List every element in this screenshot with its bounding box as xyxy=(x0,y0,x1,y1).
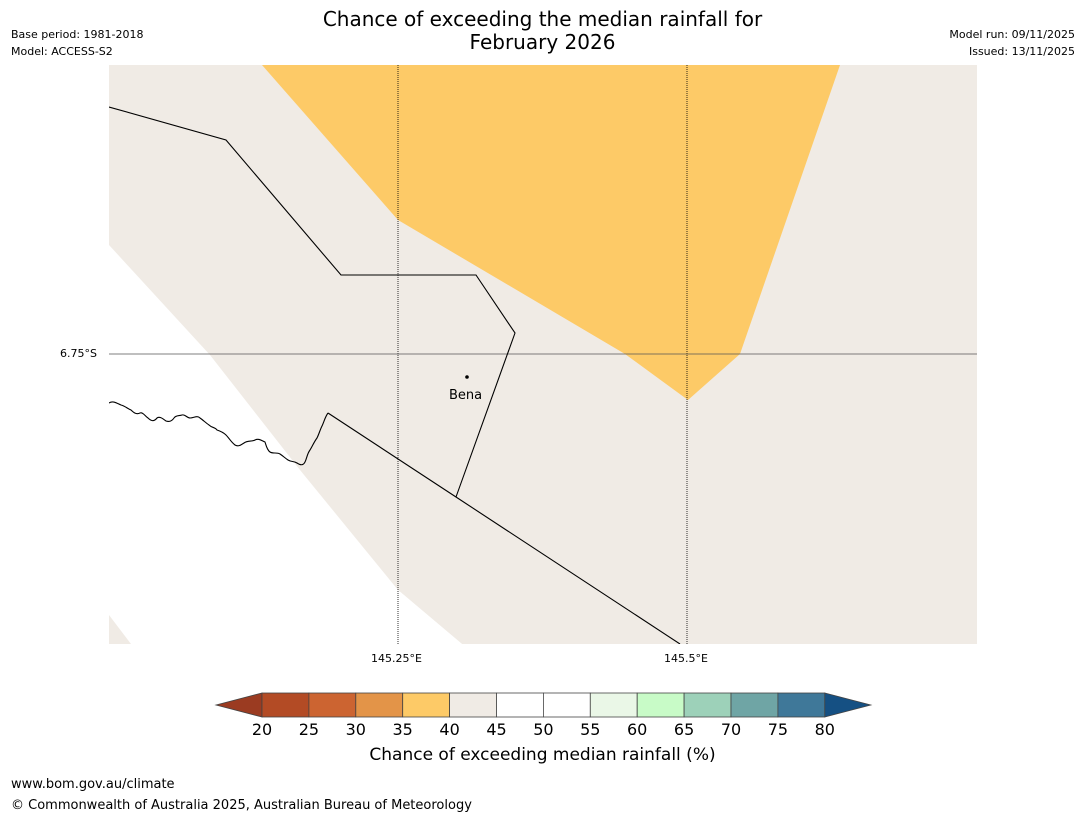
province-border-south xyxy=(327,412,681,644)
colorbar-tick-label: 30 xyxy=(345,720,366,739)
colorbar-tick-label: 20 xyxy=(251,720,273,739)
chart-title: Chance of exceeding the median rainfall … xyxy=(0,8,1085,54)
model-run: Model run: 09/11/2025 xyxy=(949,28,1075,41)
place-marker-bena xyxy=(465,375,469,379)
colorbar-arrow-high xyxy=(824,692,873,718)
colorbar-tick-label: 55 xyxy=(580,720,601,739)
colorbar-swatch xyxy=(449,692,497,718)
model-name: Model: ACCESS-S2 xyxy=(11,45,113,58)
base-period: Base period: 1981-2018 xyxy=(11,28,144,41)
colorbar-swatch xyxy=(261,692,310,718)
colorbar-swatch xyxy=(683,692,732,718)
colorbar-swatch xyxy=(355,692,404,718)
colorbar-tick-label: 80 xyxy=(814,720,835,739)
colorbar-tick-label: 50 xyxy=(533,720,554,739)
colorbar-tick-label: 25 xyxy=(298,720,320,739)
title-line-2: February 2026 xyxy=(469,30,616,54)
colorbar-swatch xyxy=(777,692,826,718)
lon-tick-label-2: 145.5°E xyxy=(664,652,708,665)
colorbar-tick-label: 45 xyxy=(486,720,507,739)
colorbar-swatch xyxy=(730,692,779,718)
land-strip xyxy=(109,615,131,644)
colorbar-tick-label: 60 xyxy=(627,720,648,739)
coastline xyxy=(109,401,329,466)
colorbar-swatch xyxy=(496,692,544,718)
meta-left: Base period: 1981-2018 Model: ACCESS-S2 xyxy=(11,26,143,60)
province-border-north xyxy=(109,106,516,498)
colorbar-tick-label: 70 xyxy=(720,720,742,739)
place-label-bena: Bena xyxy=(449,388,483,403)
colorbar-swatch xyxy=(589,692,638,718)
issued-date: Issued: 13/11/2025 xyxy=(968,45,1075,58)
colorbar-tick-label: 75 xyxy=(767,720,789,739)
colorbar-arrow-low xyxy=(214,692,263,718)
colorbar-tick-label: 40 xyxy=(439,720,460,739)
colorbar-tick-label: 65 xyxy=(673,720,695,739)
ocean-region xyxy=(109,245,462,644)
colorbar-swatch xyxy=(402,692,451,718)
lat-tick-label: 6.75°S xyxy=(60,347,97,360)
map-layer xyxy=(109,65,977,644)
rainfall-band-35-40 xyxy=(262,65,840,400)
lon-tick-label-1: 145.25°E xyxy=(371,652,422,665)
colorbar-swatch xyxy=(543,692,591,718)
colorbar-swatch xyxy=(636,692,685,718)
title-line-1: Chance of exceeding the median rainfall … xyxy=(322,7,763,31)
footer-copyright: © Commonwealth of Australia 2025, Austra… xyxy=(11,798,472,813)
footer-url: www.bom.gov.au/climate xyxy=(11,777,175,792)
meta-right: Model run: 09/11/2025 Issued: 13/11/2025 xyxy=(949,26,1075,60)
colorbar-label: Chance of exceeding median rainfall (%) xyxy=(369,745,716,765)
footer: www.bom.gov.au/climate © Commonwealth of… xyxy=(11,774,472,816)
colorbar-tick-label: 35 xyxy=(392,720,413,739)
colorbar-swatch xyxy=(308,692,357,718)
